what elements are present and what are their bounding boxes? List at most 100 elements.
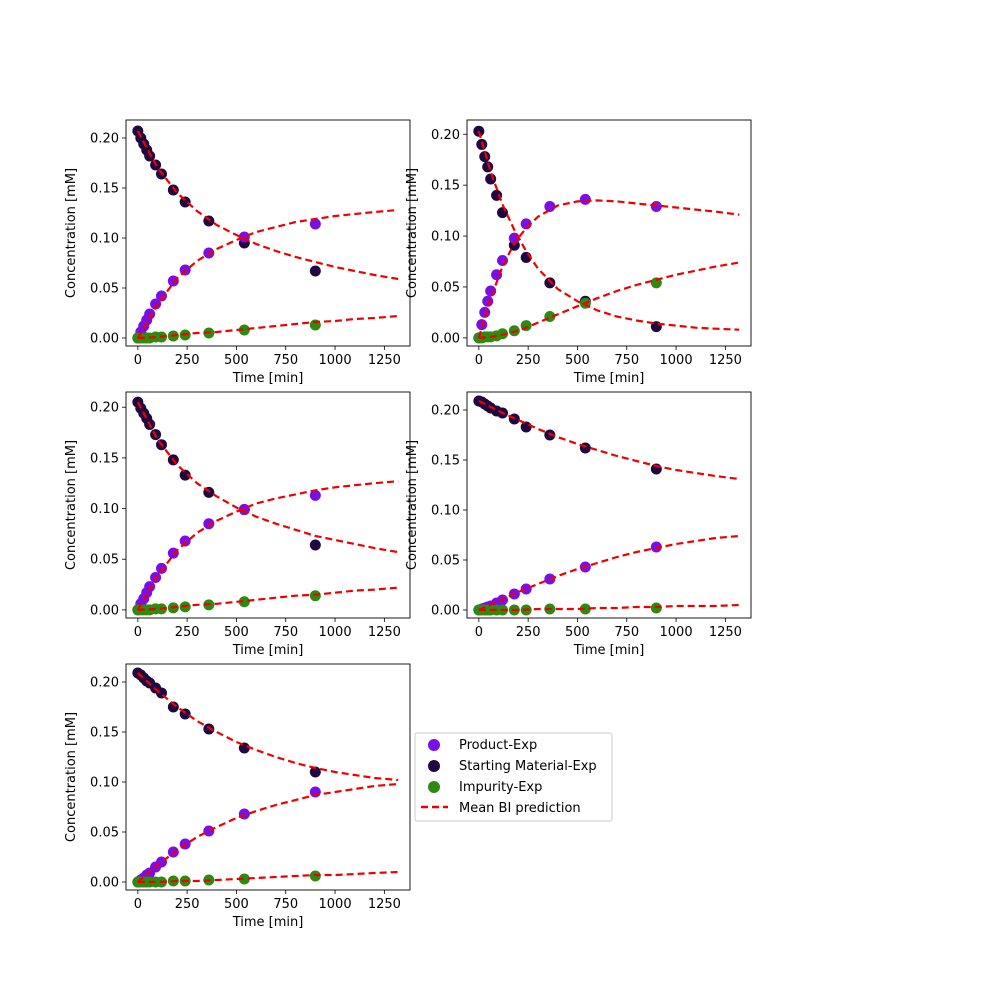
starting-material-point [179, 469, 191, 481]
subplot-3: 0 250 500 750 1000 1250 0.00 0.05 0.10 0.15 0.20 Ti… [64, 391, 411, 658]
y-tick-label: 0.05 [431, 280, 460, 295]
x-tick-label: 500 [565, 625, 590, 640]
product-point [238, 808, 250, 820]
plot-frame [125, 391, 411, 619]
x-tick-label: 250 [175, 353, 200, 368]
legend-frame [414, 732, 613, 822]
product-point [156, 290, 167, 302]
product-point [144, 581, 156, 593]
product-point [479, 306, 491, 318]
y-tick-label: 0.05 [90, 553, 119, 568]
x-tick-label: 750 [273, 353, 298, 368]
x-tick-label: 750 [614, 625, 639, 640]
starting-material-point [309, 539, 321, 551]
prediction-curve-starting-material [478, 400, 740, 481]
y-tick-label: 0.10 [90, 502, 119, 517]
starting-material-point [485, 173, 497, 185]
x-tick-label: 750 [273, 625, 298, 640]
starting-material-point [497, 207, 508, 219]
y-tick-label: 0.20 [431, 404, 460, 419]
x-tick-label: 250 [516, 625, 541, 640]
starting-material-point [544, 277, 556, 289]
x-tick-label: 1250 [709, 625, 742, 640]
x-tick-label: 1000 [660, 353, 693, 368]
impurity-point [238, 873, 250, 885]
prediction-curve-starting-material [137, 672, 399, 782]
y-tick-label: 0.15 [431, 179, 460, 194]
starting-material-point [203, 723, 215, 735]
y-axis-label: Concentration [mM] [64, 712, 79, 842]
product-point [309, 218, 321, 230]
plot-frame [125, 119, 411, 347]
y-tick-label: 0.00 [431, 331, 460, 346]
y-tick-label: 0.05 [431, 554, 460, 569]
product-point [579, 193, 591, 205]
product-point [520, 583, 532, 595]
starting-material-point [544, 429, 556, 441]
legend: Product-Exp Starting Material-Exp Impuri… [414, 732, 613, 822]
impurity-point [238, 596, 250, 608]
legend-prediction-label: Mean BI prediction [459, 801, 581, 816]
subplot-grid: 0 250 500 750 1000 1250 0.00 0.05 0.10 0.15 0.20 Ti… [64, 119, 752, 930]
x-tick-label: 1250 [368, 897, 401, 912]
subplot-2: 0 250 500 750 1000 1250 0.00 0.05 0.10 0.15 0.20 Ti… [405, 119, 752, 386]
prediction-curve-impurity [478, 261, 740, 339]
product-point [203, 825, 215, 837]
legend-product-marker [428, 739, 440, 751]
x-tick-label: 1000 [660, 625, 693, 640]
y-tick-label: 0.15 [90, 726, 119, 741]
prediction-curve-product [137, 782, 399, 883]
product-point [309, 489, 321, 501]
x-tick-label: 250 [516, 353, 541, 368]
y-tick-label: 0.15 [431, 454, 460, 469]
y-tick-label: 0.00 [90, 603, 119, 618]
subplot-4: 0 250 500 750 1000 1250 0.00 0.05 0.10 0.15 0.20 Ti… [405, 391, 752, 658]
y-tick-label: 0.15 [90, 451, 119, 466]
prediction-curve-impurity [137, 586, 399, 611]
starting-material-point [167, 184, 179, 196]
x-tick-label: 250 [175, 625, 200, 640]
y-axis-label: Concentration [mM] [64, 168, 79, 298]
y-tick-label: 0.10 [431, 230, 460, 245]
legend-starting-material-marker [428, 760, 440, 772]
x-tick-label: 0 [134, 897, 142, 912]
starting-material-point [179, 196, 191, 208]
y-tick-label: 0.20 [431, 128, 460, 143]
prediction-curve-starting-material [136, 401, 399, 554]
x-axis-label: Time [min] [232, 371, 304, 386]
prediction-curve-impurity [478, 603, 740, 612]
y-axis-label: Concentration [mM] [405, 440, 420, 570]
product-point [179, 535, 191, 547]
y-tick-label: 0.00 [90, 876, 119, 891]
y-tick-label: 0.20 [90, 132, 119, 147]
x-tick-label: 0 [475, 625, 483, 640]
prediction-curve-product [478, 534, 740, 612]
prediction-curve-impurity [137, 314, 399, 340]
x-tick-label: 500 [224, 897, 249, 912]
y-tick-label: 0.10 [90, 232, 119, 247]
y-tick-label: 0.05 [90, 282, 119, 297]
starting-material-point [520, 421, 532, 433]
plot-frame [125, 663, 411, 891]
x-tick-label: 1000 [319, 353, 352, 368]
starting-material-point [482, 161, 494, 173]
x-tick-label: 0 [134, 625, 142, 640]
starting-material-point [144, 150, 156, 162]
x-tick-label: 1000 [319, 897, 352, 912]
x-tick-label: 1250 [368, 353, 401, 368]
impurity-point [579, 603, 591, 615]
legend-product-label: Product-Exp [459, 738, 537, 753]
starting-material-point [167, 701, 179, 713]
x-tick-label: 750 [614, 353, 639, 368]
prediction-curve-product [477, 199, 740, 339]
impurity-point [238, 324, 250, 336]
legend-starting-material-label: Starting Material-Exp [459, 759, 597, 774]
y-tick-label: 0.20 [90, 676, 119, 691]
y-tick-label: 0.10 [90, 776, 119, 791]
x-axis-label: Time [min] [573, 371, 645, 386]
product-point [150, 298, 162, 310]
product-point [156, 562, 167, 574]
legend-impurity-label: Impurity-Exp [459, 780, 542, 795]
x-axis-label: Time [min] [232, 915, 304, 930]
